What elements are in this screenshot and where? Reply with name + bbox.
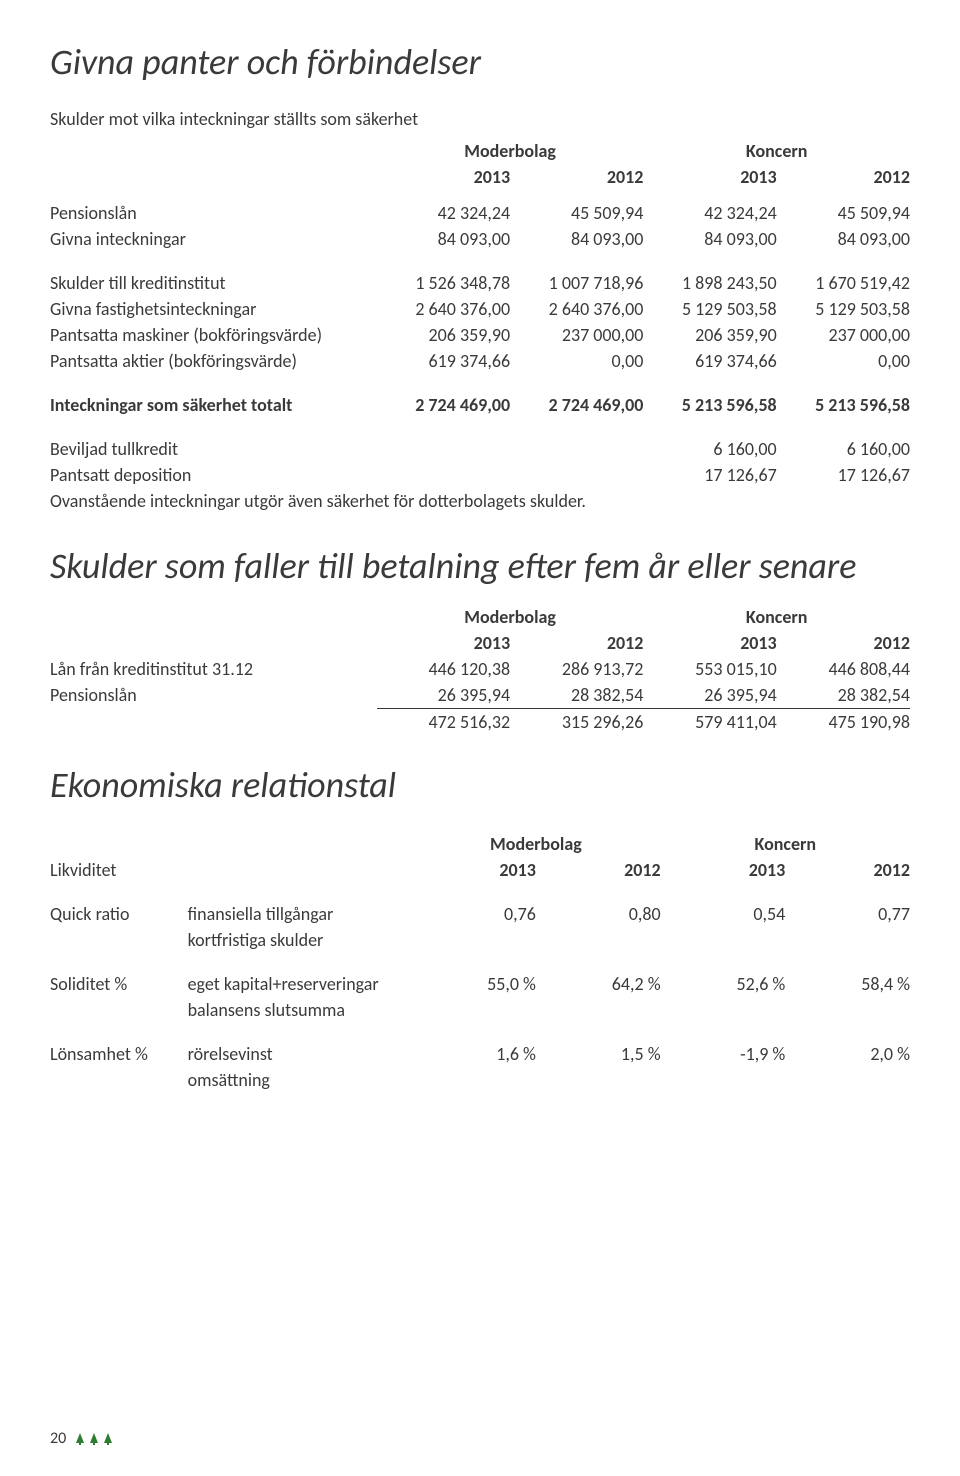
section3-table: Moderbolag Koncern Likviditet 2013 2012 … — [50, 831, 910, 1093]
year: 2012 — [536, 857, 661, 883]
group-header-moderbolag: Moderbolag — [411, 831, 660, 857]
year: 2012 — [510, 630, 643, 656]
group-header-koncern: Koncern — [643, 604, 910, 630]
section2-title: Skulder som faller till betalning efter … — [50, 544, 910, 588]
year: 2013 — [661, 857, 786, 883]
table-row: Beviljad tullkredit 6 160,00 6 160,00 — [50, 436, 910, 462]
group-header-koncern: Koncern — [643, 138, 910, 164]
ratio-row-desc: kortfristiga skulder — [50, 927, 910, 953]
table-row: Pantsatta maskiner (bokföringsvärde) 206… — [50, 322, 910, 348]
year: 2012 — [777, 630, 910, 656]
year: 2013 — [377, 630, 510, 656]
ratio-row: Lönsamhet % rörelsevinst 1,6 % 1,5 % -1,… — [50, 1041, 910, 1067]
table-row: Givna inteckningar 84 093,00 84 093,00 8… — [50, 226, 910, 252]
group-header-moderbolag: Moderbolag — [377, 138, 644, 164]
table-row: Skulder till kreditinstitut 1 526 348,78… — [50, 270, 910, 296]
section1-title: Givna panter och förbindelser — [50, 40, 910, 84]
table-row: Givna fastighetsinteckningar 2 640 376,0… — [50, 296, 910, 322]
section2-table: Moderbolag Koncern 2013 2012 2013 2012 L… — [50, 604, 910, 735]
table-row: Pantsatt deposition 17 126,67 17 126,67 — [50, 462, 910, 488]
likviditet-label: Likviditet — [50, 857, 188, 883]
table-row: 472 516,32 315 296,26 579 411,04 475 190… — [50, 709, 910, 736]
table-row: Pensionslån 42 324,24 45 509,94 42 324,2… — [50, 200, 910, 226]
ratio-row-desc: balansens slutsumma — [50, 997, 910, 1023]
ratio-row: Quick ratio finansiella tillgångar 0,76 … — [50, 901, 910, 927]
table-row: Lån från kreditinstitut 31.12 446 120,38… — [50, 656, 910, 682]
group-header-koncern: Koncern — [661, 831, 910, 857]
ratio-row-desc: omsättning — [50, 1067, 910, 1093]
group-header-moderbolag: Moderbolag — [377, 604, 644, 630]
tree-icon — [74, 1431, 116, 1447]
year: 2012 — [777, 164, 910, 190]
section3-title: Ekonomiska relationstal — [50, 763, 910, 807]
year: 2013 — [411, 857, 536, 883]
year: 2013 — [643, 164, 776, 190]
total-row: Inteckningar som säkerhet totalt 2 724 4… — [50, 392, 910, 418]
page-footer: 20 — [50, 1429, 116, 1448]
year: 2012 — [510, 164, 643, 190]
year: 2012 — [785, 857, 910, 883]
year: 2013 — [643, 630, 776, 656]
page-number: 20 — [50, 1429, 66, 1448]
note-row: Ovanstående inteckningar utgör även säke… — [50, 488, 910, 514]
section1-table: Moderbolag Koncern 2013 2012 2013 2012 P… — [50, 138, 910, 514]
table-row: Pantsatta aktier (bokföringsvärde) 619 3… — [50, 348, 910, 374]
section1-subtitle: Skulder mot vilka inteckningar ställts s… — [50, 108, 910, 130]
table-row: Pensionslån 26 395,94 28 382,54 26 395,9… — [50, 682, 910, 709]
year: 2013 — [377, 164, 510, 190]
ratio-row: Soliditet % eget kapital+reserveringar 5… — [50, 971, 910, 997]
